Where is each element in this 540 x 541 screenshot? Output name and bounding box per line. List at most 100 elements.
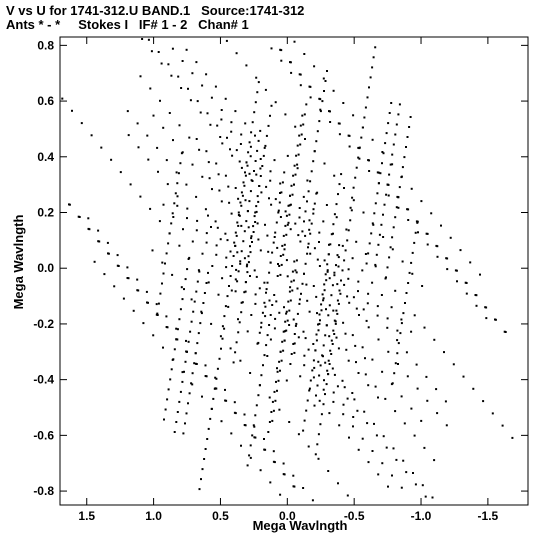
uv-point <box>207 427 210 430</box>
uv-point <box>248 200 251 203</box>
uv-point <box>212 397 215 400</box>
uv-point <box>397 113 400 116</box>
uv-point <box>203 292 206 294</box>
uv-point <box>289 299 292 302</box>
uv-point <box>312 160 315 163</box>
uv-point <box>256 149 259 152</box>
uv-point <box>189 330 192 333</box>
uv-point <box>322 344 325 347</box>
uv-point <box>243 184 246 187</box>
uv-point <box>250 314 253 316</box>
uv-point <box>390 102 393 104</box>
uv-point <box>391 248 394 251</box>
uv-point <box>205 150 208 153</box>
uv-point <box>503 330 506 333</box>
uv-point <box>310 222 313 225</box>
uv-point <box>200 310 203 313</box>
uv-point <box>233 241 236 244</box>
uv-point <box>436 255 439 258</box>
uv-point <box>375 253 378 256</box>
uv-point <box>354 176 357 179</box>
uv-point <box>284 320 287 323</box>
uv-point <box>302 330 305 333</box>
uv-point <box>231 154 234 157</box>
uv-point <box>377 243 380 246</box>
uv-point <box>239 262 242 265</box>
uv-point <box>454 269 457 272</box>
uv-point <box>462 375 465 378</box>
uv-point <box>336 283 339 286</box>
uv-point <box>431 496 434 499</box>
uv-point <box>244 171 246 174</box>
uv-point <box>259 158 262 160</box>
uv-point <box>286 154 289 157</box>
uv-point <box>281 244 284 247</box>
uv-point <box>244 424 247 427</box>
uv-point <box>384 397 387 400</box>
uv-point <box>338 183 341 186</box>
uv-point <box>264 223 266 226</box>
uv-point <box>204 364 207 367</box>
uv-point <box>276 275 279 277</box>
uv-point <box>400 322 403 325</box>
x-tick-label: -0.5 <box>344 509 365 523</box>
uv-point <box>410 187 413 190</box>
uv-point <box>97 229 100 232</box>
uv-point <box>313 202 316 205</box>
uv-point <box>305 283 308 286</box>
uv-point <box>347 359 350 362</box>
uv-point <box>245 161 248 164</box>
uv-point <box>208 177 211 180</box>
uv-point <box>411 272 414 275</box>
uv-point <box>190 298 193 301</box>
uv-point <box>151 249 154 252</box>
uv-point <box>391 236 394 239</box>
uv-point <box>344 249 347 252</box>
uv-point <box>107 252 110 255</box>
uv-point <box>341 244 344 247</box>
uv-point <box>279 493 282 496</box>
uv-point <box>201 395 203 398</box>
uv-point <box>200 312 203 315</box>
uv-point <box>224 174 227 177</box>
uv-point <box>333 174 336 177</box>
uv-point <box>290 353 293 355</box>
uv-point <box>327 373 330 376</box>
uv-point <box>210 407 213 410</box>
uv-point <box>258 287 261 290</box>
y-tick-label: 0.2 <box>37 206 54 220</box>
uv-point <box>306 252 309 255</box>
uv-point <box>295 271 298 274</box>
uv-point <box>361 437 364 440</box>
uv-point <box>319 110 322 113</box>
uv-point <box>376 192 379 195</box>
uv-point <box>338 133 341 136</box>
uv-point <box>382 435 385 438</box>
uv-point <box>246 164 249 167</box>
uv-point <box>226 239 229 242</box>
uv-point <box>298 73 301 76</box>
uv-point <box>383 203 386 206</box>
uv-point <box>315 394 317 397</box>
uv-point <box>287 300 290 303</box>
uv-point <box>249 444 252 447</box>
uv-point <box>387 485 389 488</box>
uv-point <box>395 458 398 461</box>
uv-point <box>286 275 289 278</box>
uv-point <box>157 302 160 305</box>
uv-point <box>485 317 488 320</box>
y-tick-label: 0.0 <box>37 261 54 275</box>
uv-point <box>219 238 222 241</box>
uv-point <box>195 363 198 365</box>
uv-point <box>220 109 223 111</box>
uv-point <box>206 112 209 115</box>
uv-point <box>374 385 377 388</box>
uv-point <box>385 446 388 449</box>
uv-point <box>223 315 226 318</box>
uv-point <box>309 379 312 382</box>
uv-point <box>149 87 152 90</box>
uv-point <box>369 76 372 79</box>
uv-point <box>324 80 327 82</box>
uv-point <box>232 361 235 364</box>
uv-point <box>392 226 395 229</box>
